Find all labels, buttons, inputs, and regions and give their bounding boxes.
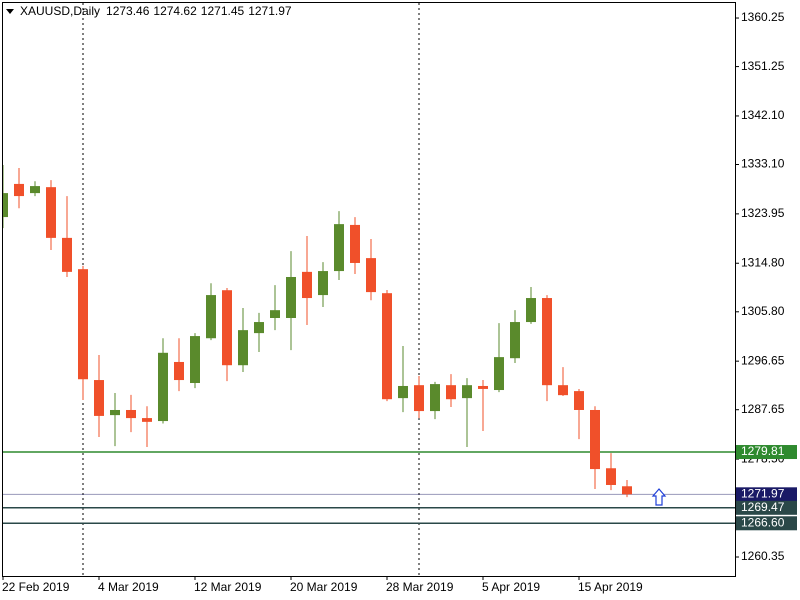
chart-title: XAUUSD,Daily 1273.46 1274.62 1271.45 1271.97 — [20, 4, 292, 18]
candle-body — [558, 385, 568, 396]
candle-body — [334, 224, 344, 272]
price-label-box — [736, 445, 797, 460]
candle-body — [158, 352, 168, 422]
symbol: XAUUSD,Daily — [20, 4, 100, 18]
x-tick-label: 22 Feb 2019 — [2, 580, 70, 594]
candle-body — [94, 380, 104, 416]
header-close: 1271.97 — [248, 4, 292, 18]
candle-body — [382, 293, 392, 400]
y-tick-label: 1351.25 — [741, 59, 785, 73]
price-label-box — [736, 500, 797, 515]
y-tick-label: 1260.35 — [741, 549, 785, 563]
y-tick-label: 1305.80 — [741, 304, 785, 318]
x-tick-label: 12 Mar 2019 — [194, 580, 262, 594]
price-label-box — [736, 487, 797, 502]
candle-body — [14, 183, 24, 197]
candle-body — [366, 258, 376, 293]
candle-body — [110, 409, 120, 416]
y-tick-label: 1314.80 — [741, 255, 785, 269]
candle-body — [574, 391, 584, 410]
candle-body — [526, 298, 536, 323]
candle-body — [462, 385, 472, 399]
y-tick-label: 1333.10 — [741, 157, 785, 171]
candle-body — [510, 322, 520, 359]
candle-body — [414, 385, 424, 412]
price-label: 1269.47 — [741, 500, 785, 514]
candle-body — [142, 418, 152, 422]
price-label: 1266.60 — [741, 515, 785, 529]
buy-arrow — [651, 488, 667, 506]
y-tick-label: 1287.65 — [741, 402, 785, 416]
candle-body — [222, 290, 232, 366]
y-tick-label: 1342.10 — [741, 108, 785, 122]
y-tick-label: 1360.25 — [741, 10, 785, 24]
candle-body — [78, 269, 88, 380]
x-tick-label: 5 Apr 2019 — [482, 580, 540, 594]
price-axis: 1360.25 1351.25 1342.10 1333.10 1323.95 1314.… — [735, 10, 797, 563]
candle-body — [542, 298, 552, 386]
candle-body — [622, 486, 632, 495]
candle-body — [30, 186, 40, 194]
price-label-box — [736, 516, 797, 531]
y-tick-label: 1296.65 — [741, 353, 785, 367]
header-low: 1271.45 — [201, 4, 245, 18]
x-tick-label: 28 Mar 2019 — [386, 580, 454, 594]
plot-area — [3, 3, 735, 576]
candle-body — [318, 271, 328, 296]
menu-triangle[interactable] — [6, 9, 14, 14]
candle-body — [46, 187, 56, 238]
price-label: 1279.81 — [741, 444, 785, 458]
candle-body — [270, 310, 280, 318]
header-high: 1274.62 — [153, 4, 197, 18]
candle-body — [126, 409, 136, 419]
candle-body — [62, 237, 72, 272]
candle-body — [302, 271, 312, 299]
candle-body — [350, 224, 360, 263]
plot-frame — [2, 2, 736, 577]
header-open: 1273.46 — [106, 4, 150, 18]
x-tick-label: 15 Apr 2019 — [578, 580, 643, 594]
candle-body — [190, 336, 200, 384]
y-tick-label: 1323.95 — [741, 206, 785, 220]
candle-body — [430, 384, 440, 412]
candle-body — [478, 385, 488, 389]
candle-body — [590, 409, 600, 470]
candle-body — [254, 322, 264, 334]
x-tick-label: 20 Mar 2019 — [290, 580, 358, 594]
candle-body — [238, 330, 248, 366]
candle-body — [606, 468, 616, 485]
candle-body — [494, 357, 504, 391]
price-label: 1271.97 — [741, 486, 785, 500]
candle-body — [398, 385, 408, 399]
candle-body — [206, 295, 216, 339]
candle-body — [286, 276, 296, 318]
candle-body — [3, 193, 8, 218]
candle-body — [174, 361, 184, 381]
candle-body — [446, 385, 456, 400]
x-tick-label: 4 Mar 2019 — [98, 580, 159, 594]
